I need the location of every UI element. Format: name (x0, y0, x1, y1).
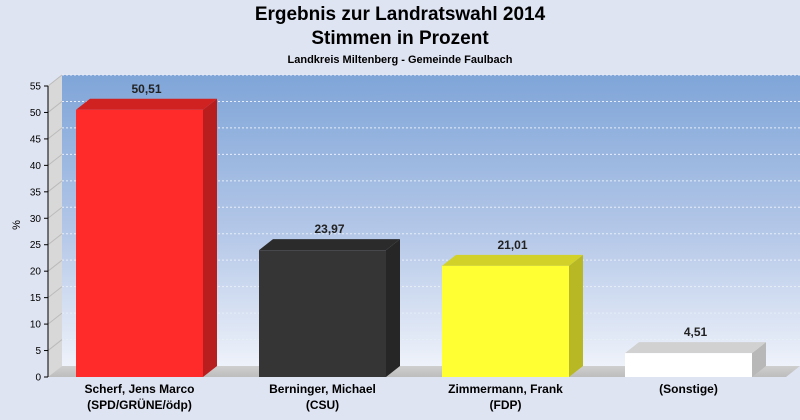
bar-1 (259, 239, 400, 377)
gridline-side (47, 180, 63, 193)
y-tick-label: 50 (30, 108, 42, 119)
y-tick-label: 5 (35, 346, 41, 357)
bar-top (76, 98, 217, 110)
y-tick-label: 40 (30, 161, 42, 172)
x-tick-label-line2: (CSU) (306, 398, 339, 412)
y-tick-label: 15 (30, 293, 42, 304)
y-tick-label: 25 (30, 240, 42, 251)
bar-front (259, 250, 386, 377)
y-tick-label: 30 (30, 214, 42, 225)
x-tick-label: Berninger, Michael (269, 382, 376, 396)
bar-side (203, 98, 217, 378)
bar-top (625, 342, 766, 354)
data-label: 21,01 (497, 238, 527, 252)
plot-floor (48, 366, 800, 377)
bar-top (259, 239, 400, 251)
bar-2 (442, 254, 583, 377)
gridline-side (47, 153, 63, 166)
gridline-side (47, 312, 63, 325)
chart-region-subtitle: Landkreis Miltenberg - Gemeinde Faulbach (287, 54, 513, 66)
x-tick-label-line2: (FDP) (490, 398, 522, 412)
gridline-side (47, 286, 63, 299)
gridline-side (47, 339, 63, 351)
bar-0 (76, 98, 217, 378)
bar-side (752, 342, 766, 377)
y-tick-label: 10 (30, 320, 42, 331)
gridline-side (47, 127, 63, 140)
bar-3 (625, 342, 766, 377)
x-tick-label-line2: (SPD/GRÜNE/ödp) (87, 397, 192, 412)
bar-side (569, 254, 583, 377)
gridline-side (47, 101, 63, 113)
y-tick-label: 20 (30, 267, 42, 278)
gridline-side (47, 206, 63, 219)
chart-subtitle: Stimmen in Prozent (311, 28, 489, 49)
gridline-side (47, 233, 63, 246)
data-label: 4,51 (684, 325, 708, 339)
y-tick-label: 45 (30, 134, 42, 145)
y-tick-label: 0 (35, 373, 41, 384)
x-tick-label: Zimmermann, Frank (448, 382, 563, 396)
bar-side (386, 239, 400, 377)
y-tick-label: 35 (30, 187, 42, 198)
data-label: 50,51 (131, 82, 161, 96)
gridline-side (47, 74, 63, 87)
data-label: 23,97 (314, 222, 344, 236)
chart-title: Ergebnis zur Landratswahl 2014 (254, 4, 546, 25)
bar-front (442, 265, 569, 377)
bar-front (625, 353, 752, 377)
y-tick-label: 55 (30, 82, 42, 93)
x-tick-label: Scherf, Jens Marco (84, 382, 194, 396)
plot-side-wall (48, 75, 62, 377)
bar-top (442, 254, 583, 266)
bar-front (76, 109, 203, 378)
gridline-side (47, 259, 63, 272)
x-tick-label: (Sonstige) (659, 382, 718, 396)
y-axis-label: % (11, 220, 23, 230)
